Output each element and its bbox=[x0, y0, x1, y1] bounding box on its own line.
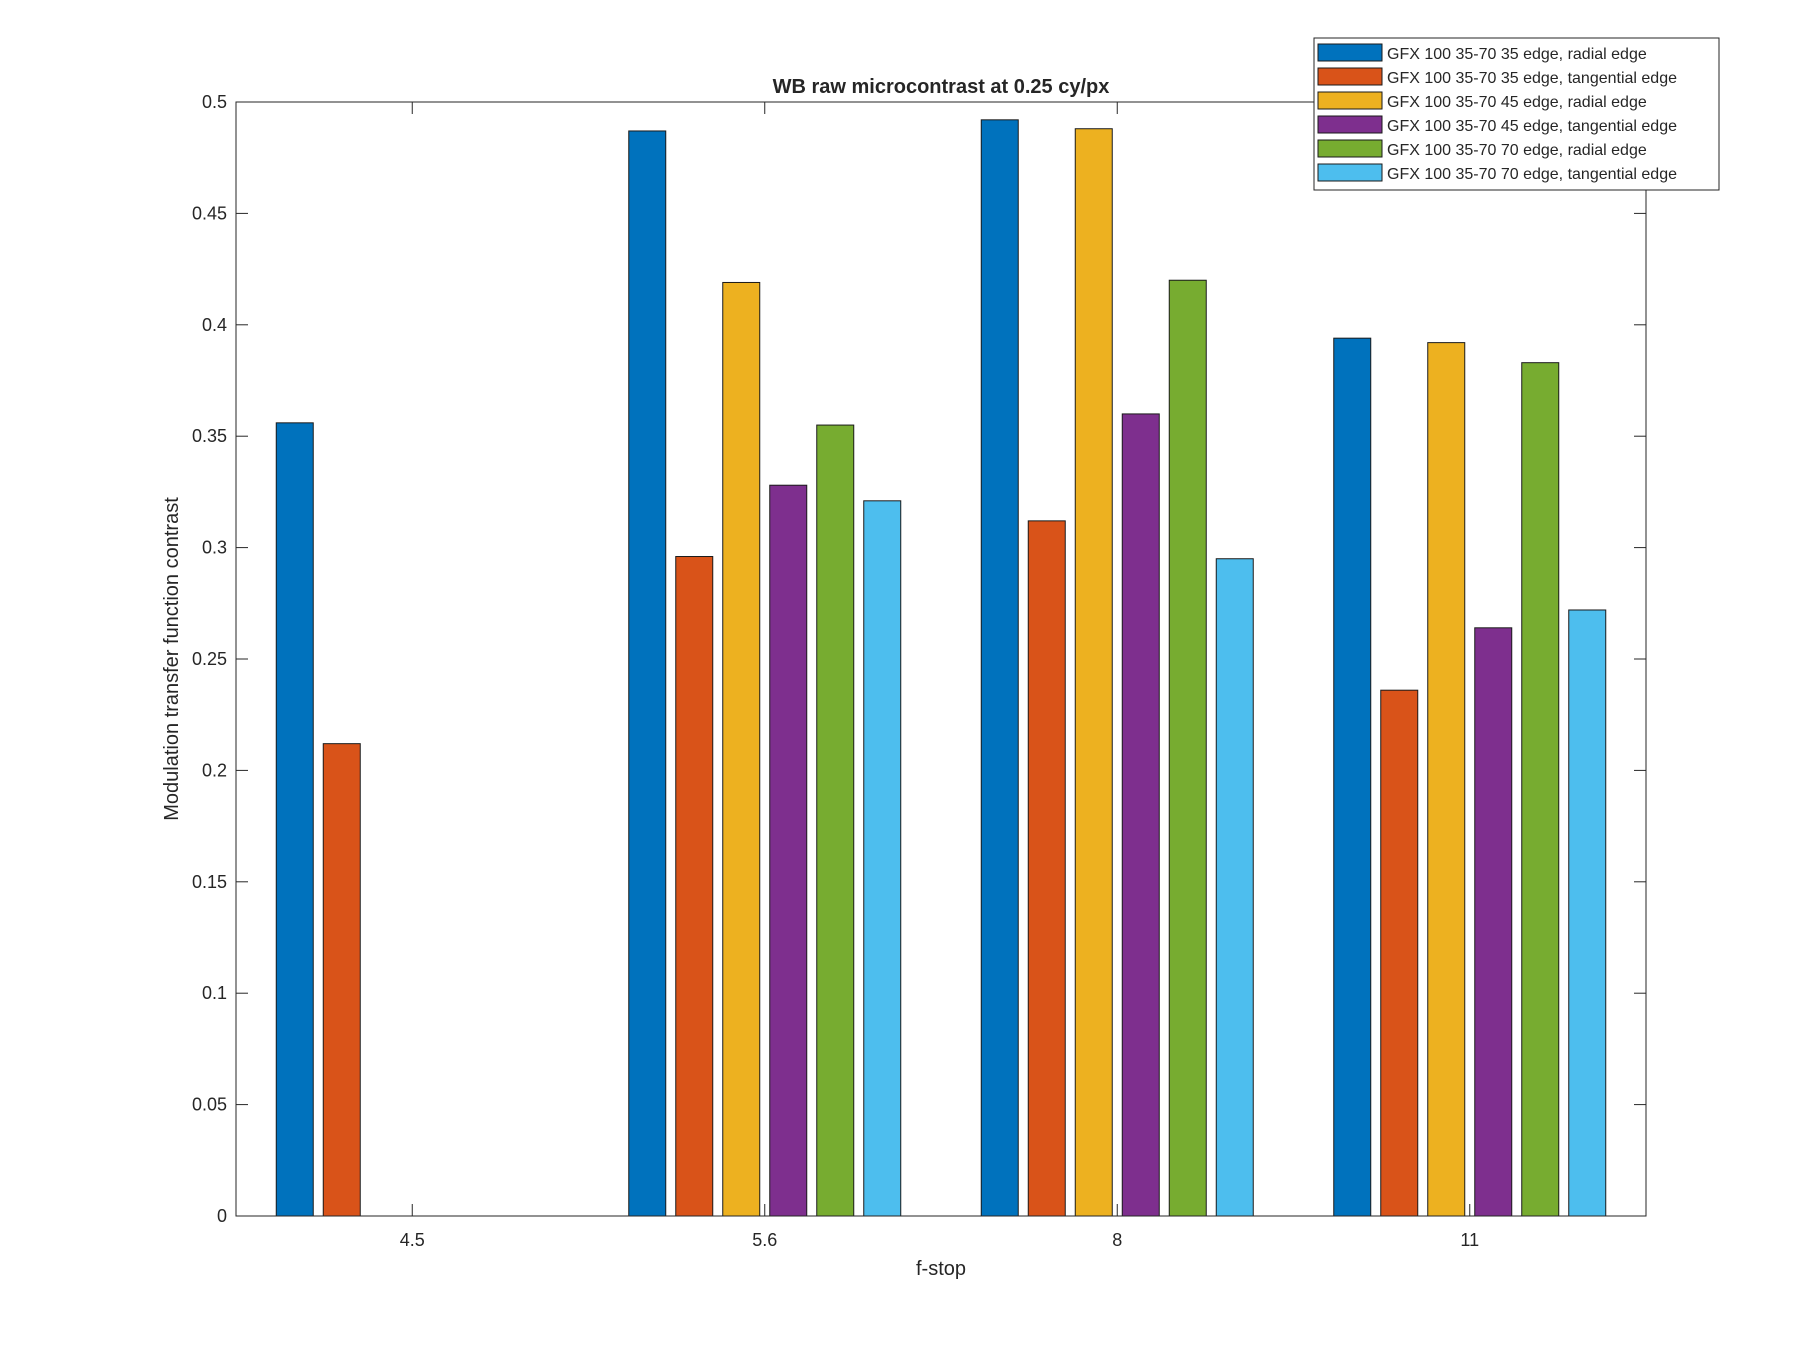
legend-swatch-5 bbox=[1317, 163, 1383, 182]
y-axis: 0 0.05 0.1 0.15 0.2 0.25 0.3 0.35 0.4 0.45 0.5 bbox=[192, 92, 1646, 1226]
legend: GFX 100 35-70 35 edge, radial edge GFX 10… bbox=[1313, 37, 1720, 191]
x-axis-label: f-stop bbox=[916, 1258, 966, 1280]
chart-title: WB raw microcontrast at 0.25 cy/px bbox=[773, 76, 1110, 98]
bar-2-1 bbox=[722, 281, 761, 1217]
legend-entry-1: GFX 100 35-70 35 edge, tangential edge bbox=[1387, 70, 1677, 87]
bars-group bbox=[275, 119, 1607, 1217]
x-tick-label-1: 5.6 bbox=[752, 1230, 777, 1250]
bar-5-1 bbox=[863, 500, 902, 1217]
legend-swatch-3 bbox=[1317, 115, 1383, 134]
bar-5-2 bbox=[1215, 558, 1254, 1217]
legend-entry-4: GFX 100 35-70 70 edge, radial edge bbox=[1387, 142, 1647, 159]
y-tick-label-7: 0.35 bbox=[192, 426, 227, 446]
bar-3-2 bbox=[1121, 413, 1160, 1217]
legend-swatch-2 bbox=[1317, 91, 1383, 110]
bar-1-3 bbox=[1380, 689, 1419, 1217]
bar-1-0 bbox=[322, 743, 361, 1217]
x-tick-label-0: 4.5 bbox=[400, 1230, 425, 1250]
y-tick-label-5: 0.25 bbox=[192, 649, 227, 669]
legend-swatch-0 bbox=[1317, 43, 1383, 62]
bar-3-1 bbox=[769, 484, 808, 1217]
legend-swatch-4 bbox=[1317, 139, 1383, 158]
y-tick-label-1: 0.05 bbox=[192, 1095, 227, 1115]
y-tick-label-2: 0.1 bbox=[202, 983, 227, 1003]
bar-0-3 bbox=[1333, 337, 1372, 1217]
bar-2-2 bbox=[1074, 128, 1113, 1217]
y-tick-label-8: 0.4 bbox=[202, 315, 227, 335]
bar-1-2 bbox=[1027, 520, 1066, 1217]
legend-entry-2: GFX 100 35-70 45 edge, radial edge bbox=[1387, 94, 1647, 111]
x-tick-label-3: 11 bbox=[1460, 1230, 1479, 1250]
y-tick-label-6: 0.3 bbox=[202, 538, 227, 558]
bar-5-3 bbox=[1568, 609, 1607, 1217]
y-tick-label-10: 0.5 bbox=[202, 92, 227, 112]
legend-entry-3: GFX 100 35-70 45 edge, tangential edge bbox=[1387, 118, 1677, 135]
bar-1-1 bbox=[675, 556, 714, 1217]
bar-3-3 bbox=[1474, 627, 1513, 1217]
bar-4-3 bbox=[1521, 362, 1560, 1217]
y-axis-label: Modulation transfer function contrast bbox=[161, 497, 183, 821]
y-tick-label-0: 0 bbox=[217, 1206, 227, 1226]
bar-2-3 bbox=[1427, 342, 1466, 1217]
x-tick-label-2: 8 bbox=[1112, 1230, 1122, 1250]
y-tick-label-3: 0.15 bbox=[192, 872, 227, 892]
bar-0-0 bbox=[275, 422, 314, 1217]
legend-entry-0: GFX 100 35-70 35 edge, radial edge bbox=[1387, 46, 1647, 63]
bar-0-1 bbox=[628, 130, 667, 1217]
legend-swatch-1 bbox=[1317, 67, 1383, 86]
bar-0-2 bbox=[980, 119, 1019, 1217]
bar-4-2 bbox=[1168, 279, 1207, 1217]
legend-entry-5: GFX 100 35-70 70 edge, tangential edge bbox=[1387, 166, 1677, 183]
y-tick-label-9: 0.45 bbox=[192, 203, 227, 223]
bar-4-1 bbox=[816, 424, 855, 1217]
y-tick-label-4: 0.2 bbox=[202, 760, 227, 780]
